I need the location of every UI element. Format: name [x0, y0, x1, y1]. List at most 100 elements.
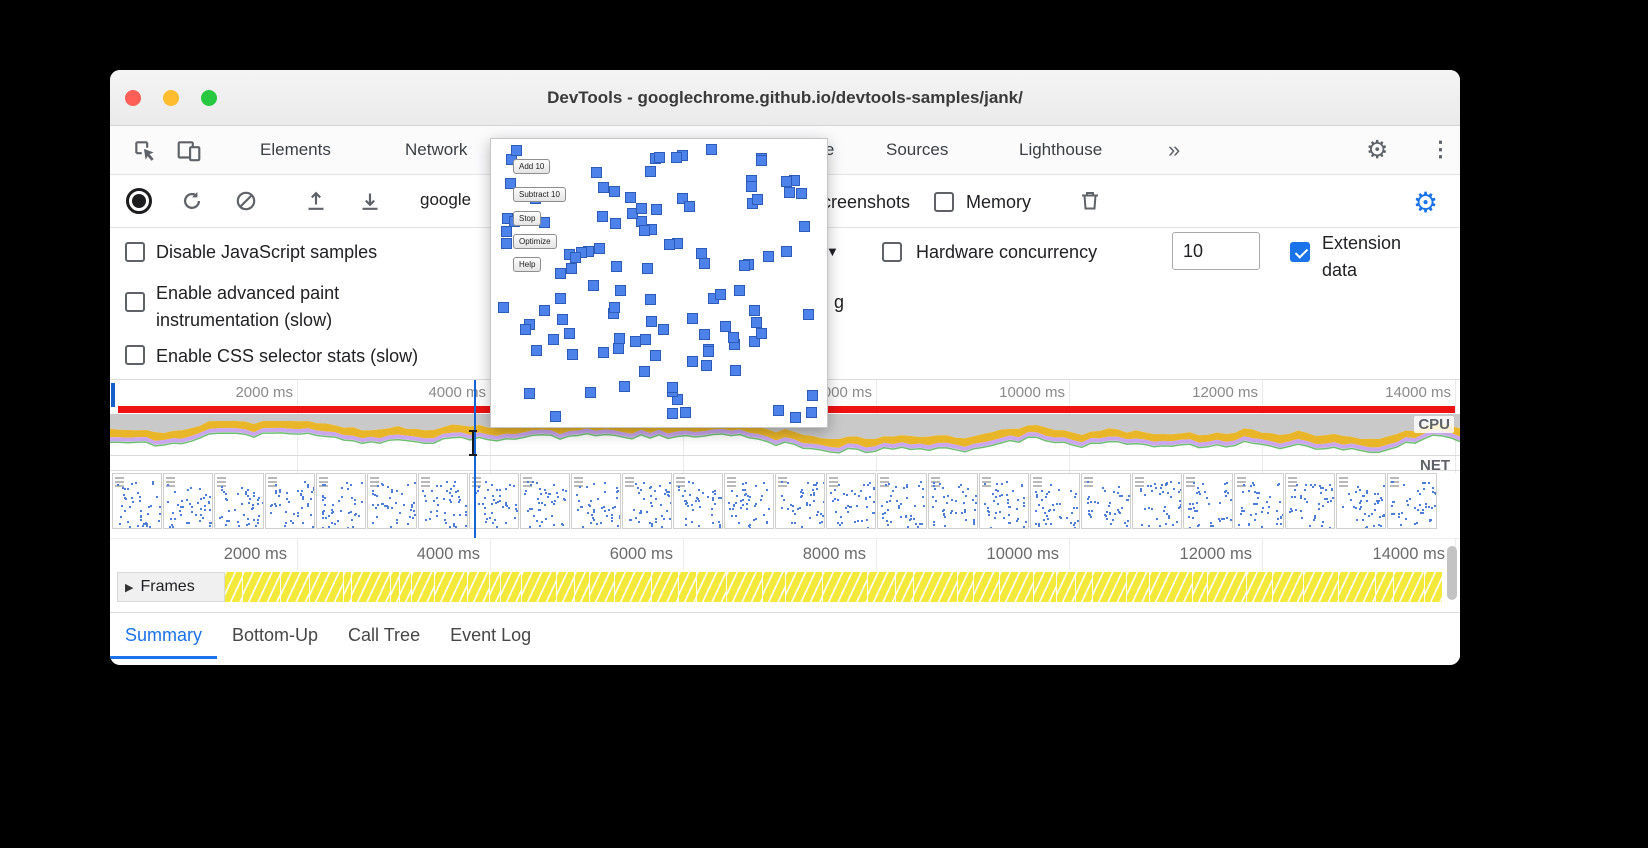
filmstrip-thumbnail[interactable]	[1336, 473, 1386, 529]
inspect-icon[interactable]	[132, 138, 158, 164]
css-selector-stats-checkbox[interactable]	[125, 345, 145, 365]
thumbnail-dot	[684, 503, 687, 506]
thumbnail-button-stack	[676, 481, 685, 484]
thumbnail-dot	[1187, 507, 1190, 510]
filmstrip-thumbnail[interactable]	[418, 473, 468, 529]
more-options-icon[interactable]: ⋮	[1430, 138, 1451, 161]
more-tabs-icon[interactable]: »	[1168, 137, 1181, 162]
thumbnail-dot	[728, 501, 731, 504]
thumbnail-dot	[1391, 481, 1394, 484]
filmstrip-thumbnail[interactable]	[265, 473, 315, 529]
thumbnail-dot	[1225, 494, 1228, 497]
load-profile-icon[interactable]	[304, 189, 328, 213]
thumbnail-dot	[492, 498, 495, 501]
zoom-button[interactable]	[201, 90, 217, 106]
disclosure-triangle-icon[interactable]: ▶	[125, 581, 134, 594]
ruler-tick	[1262, 539, 1263, 571]
thumbnail-dot	[271, 504, 274, 507]
clear-icon[interactable]	[234, 189, 258, 213]
thumbnail-dot	[312, 526, 314, 528]
collect-garbage-icon[interactable]	[1078, 189, 1102, 213]
filmstrip-thumbnail[interactable]	[1030, 473, 1080, 529]
window-titlebar[interactable]: DevTools - googlechrome.github.io/devtoo…	[110, 70, 1460, 126]
save-profile-icon[interactable]	[358, 189, 382, 213]
filmstrip-thumbnail[interactable]	[928, 473, 978, 529]
filmstrip-thumbnail[interactable]	[673, 473, 723, 529]
profile-select[interactable]: google	[420, 190, 472, 209]
preview-button: Optimize	[513, 234, 557, 249]
thumbnail-dot	[495, 489, 498, 492]
thumbnail-dot	[457, 490, 460, 493]
settings-gear-icon[interactable]: ⚙	[1366, 136, 1389, 164]
filmstrip-thumbnail[interactable]	[877, 473, 927, 529]
filmstrip-thumbnail[interactable]	[520, 473, 570, 529]
filmstrip-thumbnail[interactable]	[469, 473, 519, 529]
thumbnail-dot	[1434, 492, 1436, 495]
filmstrip-thumbnail[interactable]	[571, 473, 621, 529]
preview-square	[642, 263, 654, 275]
reload-icon[interactable]	[180, 189, 204, 213]
preview-square	[563, 249, 575, 261]
tab-event-log[interactable]: Event Log	[450, 625, 532, 645]
thumbnail-dot	[782, 498, 785, 501]
memory-checkbox[interactable]	[934, 192, 954, 212]
tab-lighthouse[interactable]: Lighthouse	[1019, 140, 1103, 159]
minimize-button[interactable]	[163, 90, 179, 106]
filmstrip-thumbnail[interactable]	[163, 473, 213, 529]
filmstrip-thumbnail[interactable]	[1183, 473, 1233, 529]
thumbnail-dot	[1209, 522, 1212, 525]
close-button[interactable]	[125, 90, 141, 106]
thumbnail-dot	[240, 503, 243, 506]
playhead[interactable]	[474, 380, 476, 538]
thumbnail-dot	[1406, 500, 1409, 502]
vertical-scrollbar-thumb[interactable]	[1447, 546, 1457, 600]
thumbnail-dot	[856, 504, 859, 507]
tab-bottom-up[interactable]: Bottom-Up	[232, 625, 319, 645]
frames-track-header[interactable]: ▶ Frames	[117, 572, 225, 602]
preview-square	[609, 217, 621, 229]
hardware-concurrency-checkbox[interactable]	[882, 242, 902, 262]
filmstrip-thumbnail[interactable]	[724, 473, 774, 529]
overview-left-handle[interactable]	[111, 383, 116, 407]
tab-elements[interactable]: Elements	[260, 140, 331, 159]
thumbnail-dot	[698, 524, 701, 527]
device-toolbar-icon[interactable]	[176, 138, 202, 164]
record-icon[interactable]	[126, 188, 152, 214]
filmstrip-thumbnail[interactable]	[367, 473, 417, 529]
filmstrip-thumbnail[interactable]	[112, 473, 162, 529]
advanced-paint-checkbox[interactable]	[125, 292, 145, 312]
filmstrip-thumbnail[interactable]	[775, 473, 825, 529]
thumbnail-dot	[261, 501, 263, 504]
tab-network[interactable]: Network	[405, 140, 468, 159]
filmstrip-thumbnail[interactable]	[1285, 473, 1335, 529]
filmstrip-thumbnail[interactable]	[622, 473, 672, 529]
tab-sources[interactable]: Sources	[886, 140, 949, 159]
thumbnail-dot	[744, 488, 747, 491]
thumbnail-dot	[1371, 513, 1374, 516]
capture-settings-gear-icon[interactable]: ⚙	[1413, 187, 1439, 218]
thumbnail-dot	[1318, 485, 1321, 488]
cpu-throttling-dropdown-icon[interactable]: ▼	[826, 244, 839, 259]
filmstrip-thumbnail[interactable]	[1234, 473, 1284, 529]
thumbnail-dot	[1365, 526, 1368, 528]
thumbnail-dot	[997, 490, 1000, 493]
filmstrip-thumbnail[interactable]	[1387, 473, 1437, 529]
filmstrip-thumbnail[interactable]	[979, 473, 1029, 529]
thumbnail-dot	[412, 517, 415, 520]
thumbnail-dot	[126, 521, 129, 524]
frame-segment	[763, 572, 785, 602]
extension-data-checkbox[interactable]	[1290, 242, 1310, 262]
disable-js-samples-checkbox[interactable]	[125, 242, 145, 262]
filmstrip-thumbnail[interactable]	[826, 473, 876, 529]
thumbnail-dot	[946, 494, 949, 497]
filmstrip-thumbnail[interactable]	[316, 473, 366, 529]
hardware-concurrency-input[interactable]	[1172, 232, 1260, 270]
tab-call-tree[interactable]: Call Tree	[348, 625, 421, 645]
frames-bar[interactable]	[225, 572, 1442, 602]
filmstrip-thumbnail[interactable]	[1132, 473, 1182, 529]
filmstrip-thumbnail[interactable]	[214, 473, 264, 529]
filmstrip-thumbnail[interactable]	[1081, 473, 1131, 529]
thumbnail-dot	[685, 523, 688, 526]
thumbnail-dot	[538, 509, 541, 511]
tab-summary[interactable]: Summary	[110, 613, 218, 659]
